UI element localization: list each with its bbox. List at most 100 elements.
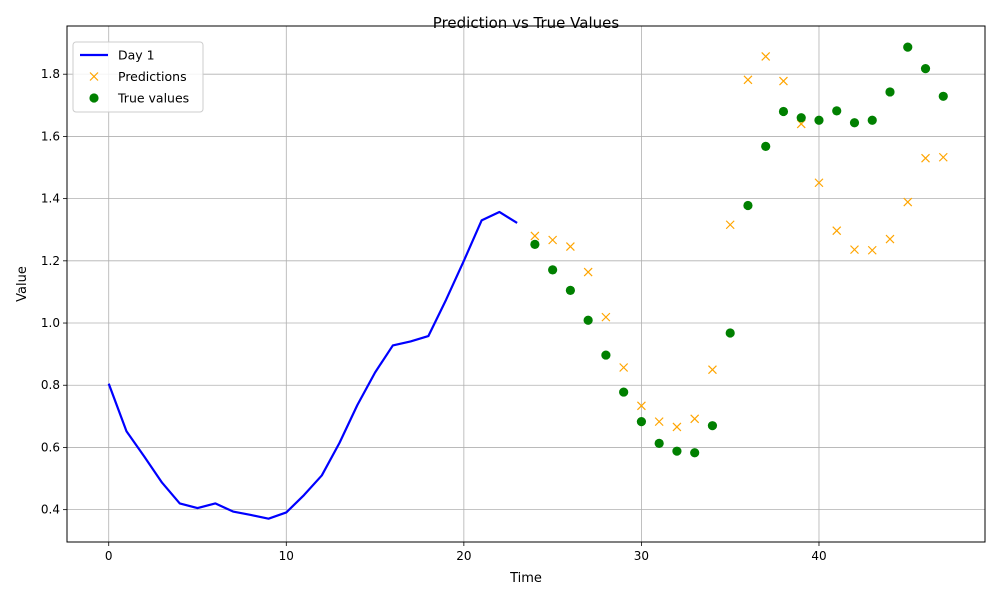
true-value-point [743, 200, 753, 211]
x-marker-stroke [885, 234, 895, 244]
x-marker-stroke [850, 245, 859, 255]
true-value-point [619, 387, 629, 397]
true-value-point [690, 448, 700, 458]
prediction-point [583, 267, 593, 277]
y-tick-label: 0.6 [41, 440, 60, 454]
y-tick-label: 1.2 [41, 254, 60, 268]
true-value-point [814, 115, 824, 125]
x-marker-stroke [601, 312, 611, 322]
x-marker-stroke [867, 245, 877, 255]
x-axis-label: Time [509, 571, 542, 586]
x-marker-stroke [583, 267, 593, 277]
x-marker-stroke [725, 220, 735, 230]
x-marker-stroke [565, 242, 575, 251]
prediction-point [619, 363, 629, 372]
x-tick-label: 10 [279, 549, 294, 563]
true-value-point [565, 285, 575, 295]
y-tick-label: 1.0 [41, 316, 60, 330]
true-values-series [530, 42, 948, 458]
true-value-point [654, 438, 664, 449]
x-tick-label: 40 [811, 549, 826, 563]
prediction-point [867, 245, 877, 255]
prediction-point [601, 312, 611, 322]
x-marker-stroke [672, 422, 682, 432]
prediction-point [850, 245, 859, 255]
true-value-point [548, 265, 558, 275]
x-marker-stroke [89, 72, 99, 81]
x-marker-stroke [921, 153, 930, 163]
true-value-point [903, 42, 913, 52]
predictions-series [530, 52, 948, 432]
legend-x-marker [89, 72, 99, 81]
prediction-point [743, 75, 753, 85]
true-value-point [849, 118, 860, 128]
plot-frame [66, 25, 986, 543]
prediction-point [636, 401, 646, 411]
prediction-point [654, 417, 664, 427]
prediction-point [921, 153, 930, 163]
y-tick-label: 0.4 [41, 503, 60, 517]
day-1-line [107, 210, 518, 520]
y-axis: 0.4 0.6 0.8 1.0 1.2 1.4 1.6 1.8 [41, 67, 67, 517]
prediction-point [938, 152, 948, 162]
x-marker-stroke [636, 401, 646, 411]
chart-title: Prediction vs True Values [433, 14, 620, 32]
true-value-point [761, 141, 771, 151]
x-marker-stroke [814, 178, 824, 188]
true-value-point [672, 446, 682, 456]
legend-dot-marker [89, 93, 99, 103]
true-value-point [920, 64, 931, 74]
true-value-point [725, 328, 735, 338]
legend-item: Day 1 [80, 48, 155, 63]
legend-label: Predictions [118, 69, 187, 84]
true-value-point [583, 315, 593, 325]
x-marker-stroke [761, 52, 771, 61]
prediction-point [548, 235, 558, 245]
prediction-point [725, 220, 735, 230]
x-tick-label: 30 [634, 549, 649, 563]
true-value-point [885, 87, 895, 97]
prediction-point [885, 234, 895, 244]
y-tick-label: 1.4 [41, 192, 60, 206]
legend-box [72, 41, 204, 113]
x-marker-stroke [654, 417, 664, 427]
grid [67, 26, 985, 542]
prediction-point [565, 242, 575, 251]
prediction-point [779, 76, 788, 86]
y-tick-label: 0.8 [41, 378, 60, 392]
x-axis: 0 10 20 30 40 [105, 542, 827, 563]
legend-item: Predictions [89, 69, 187, 84]
prediction-point [708, 365, 717, 375]
prediction-point [814, 178, 824, 188]
legend-label: True values [117, 91, 189, 106]
true-value-point [867, 115, 877, 125]
true-value-point [938, 91, 948, 101]
x-marker-stroke [548, 235, 558, 245]
x-marker-stroke [690, 414, 700, 424]
x-marker-stroke [619, 363, 629, 372]
true-value-point [636, 417, 647, 427]
x-marker-stroke [779, 76, 788, 86]
legend-label: Day 1 [118, 48, 155, 63]
legend-item: True values [89, 91, 189, 106]
x-marker-stroke [743, 75, 753, 85]
x-tick-label: 0 [105, 549, 113, 563]
x-marker-stroke [832, 226, 842, 236]
true-value-point [707, 421, 718, 431]
true-value-point [601, 350, 611, 360]
prediction-point [761, 52, 771, 61]
x-tick-label: 20 [456, 549, 471, 563]
true-value-point [778, 106, 789, 117]
y-tick-label: 1.6 [41, 129, 60, 143]
prediction-point [672, 422, 682, 432]
y-tick-label: 1.8 [41, 67, 60, 81]
prediction-point [530, 231, 540, 241]
true-value-point [796, 113, 806, 123]
x-marker-stroke [708, 365, 717, 375]
prediction-point [903, 197, 913, 207]
x-marker-stroke [938, 152, 948, 162]
prediction-point [832, 226, 842, 236]
x-marker-stroke [903, 197, 913, 207]
y-axis-label: Value [15, 266, 30, 302]
